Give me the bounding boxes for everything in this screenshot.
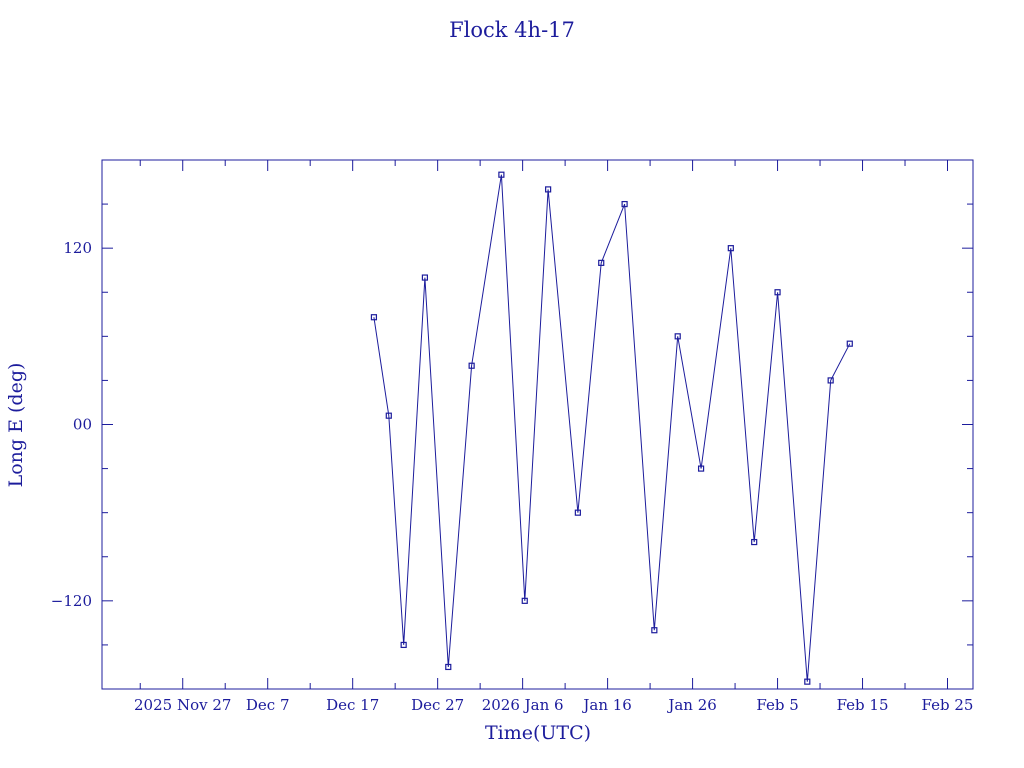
x-tick-label: Dec 7 — [246, 696, 290, 714]
x-tick-label: Dec 17 — [326, 696, 379, 714]
x-axis-tick-labels: 2025 Nov 27 Dec 7 Dec 17 Dec 27 2026 Jan 6 Ja… — [134, 696, 973, 714]
data-point — [468, 362, 475, 369]
data-point — [727, 245, 734, 252]
data-point — [400, 641, 407, 649]
y-axis-label: Long E (deg) — [5, 363, 27, 488]
y-axis-tick-labels: 120 00 −120 — [51, 239, 92, 610]
data-series — [370, 171, 853, 685]
x-tick-label: Feb 25 — [922, 696, 974, 714]
data-point — [697, 465, 705, 472]
data-point — [574, 509, 581, 516]
x-tick-label: Feb 5 — [756, 696, 798, 714]
data-point — [498, 171, 505, 178]
data-point — [804, 678, 811, 685]
data-point — [621, 200, 628, 208]
data-point — [827, 377, 834, 384]
chart-title: Flock 4h-17 — [449, 18, 575, 42]
series-line — [373, 174, 851, 682]
y-axis-ticks — [102, 159, 973, 690]
data-point — [774, 289, 781, 296]
x-tick-label: Jan 16 — [581, 696, 631, 714]
y-tick-label: 00 — [73, 416, 92, 434]
x-tick-label: 2026 Jan 6 — [482, 696, 564, 714]
y-tick-label: −120 — [51, 592, 92, 610]
data-point — [651, 627, 658, 634]
x-tick-label: Dec 27 — [411, 696, 464, 714]
x-tick-label: Jan 26 — [666, 696, 716, 714]
data-point — [674, 333, 681, 340]
data-point — [598, 259, 605, 266]
x-tick-label: Feb 15 — [837, 696, 889, 714]
x-tick-label: 2025 Nov 27 — [134, 696, 231, 714]
data-point — [385, 412, 392, 419]
y-tick-label: 120 — [63, 239, 92, 257]
x-axis-ticks — [139, 160, 949, 689]
data-point — [846, 340, 853, 347]
data-point — [521, 597, 528, 604]
x-axis-label: Time(UTC) — [485, 722, 591, 744]
data-point — [751, 538, 758, 546]
data-point — [445, 663, 452, 671]
plot-frame — [101, 159, 974, 690]
data-point — [421, 274, 429, 281]
data-point — [545, 186, 552, 193]
data-point — [370, 314, 378, 321]
